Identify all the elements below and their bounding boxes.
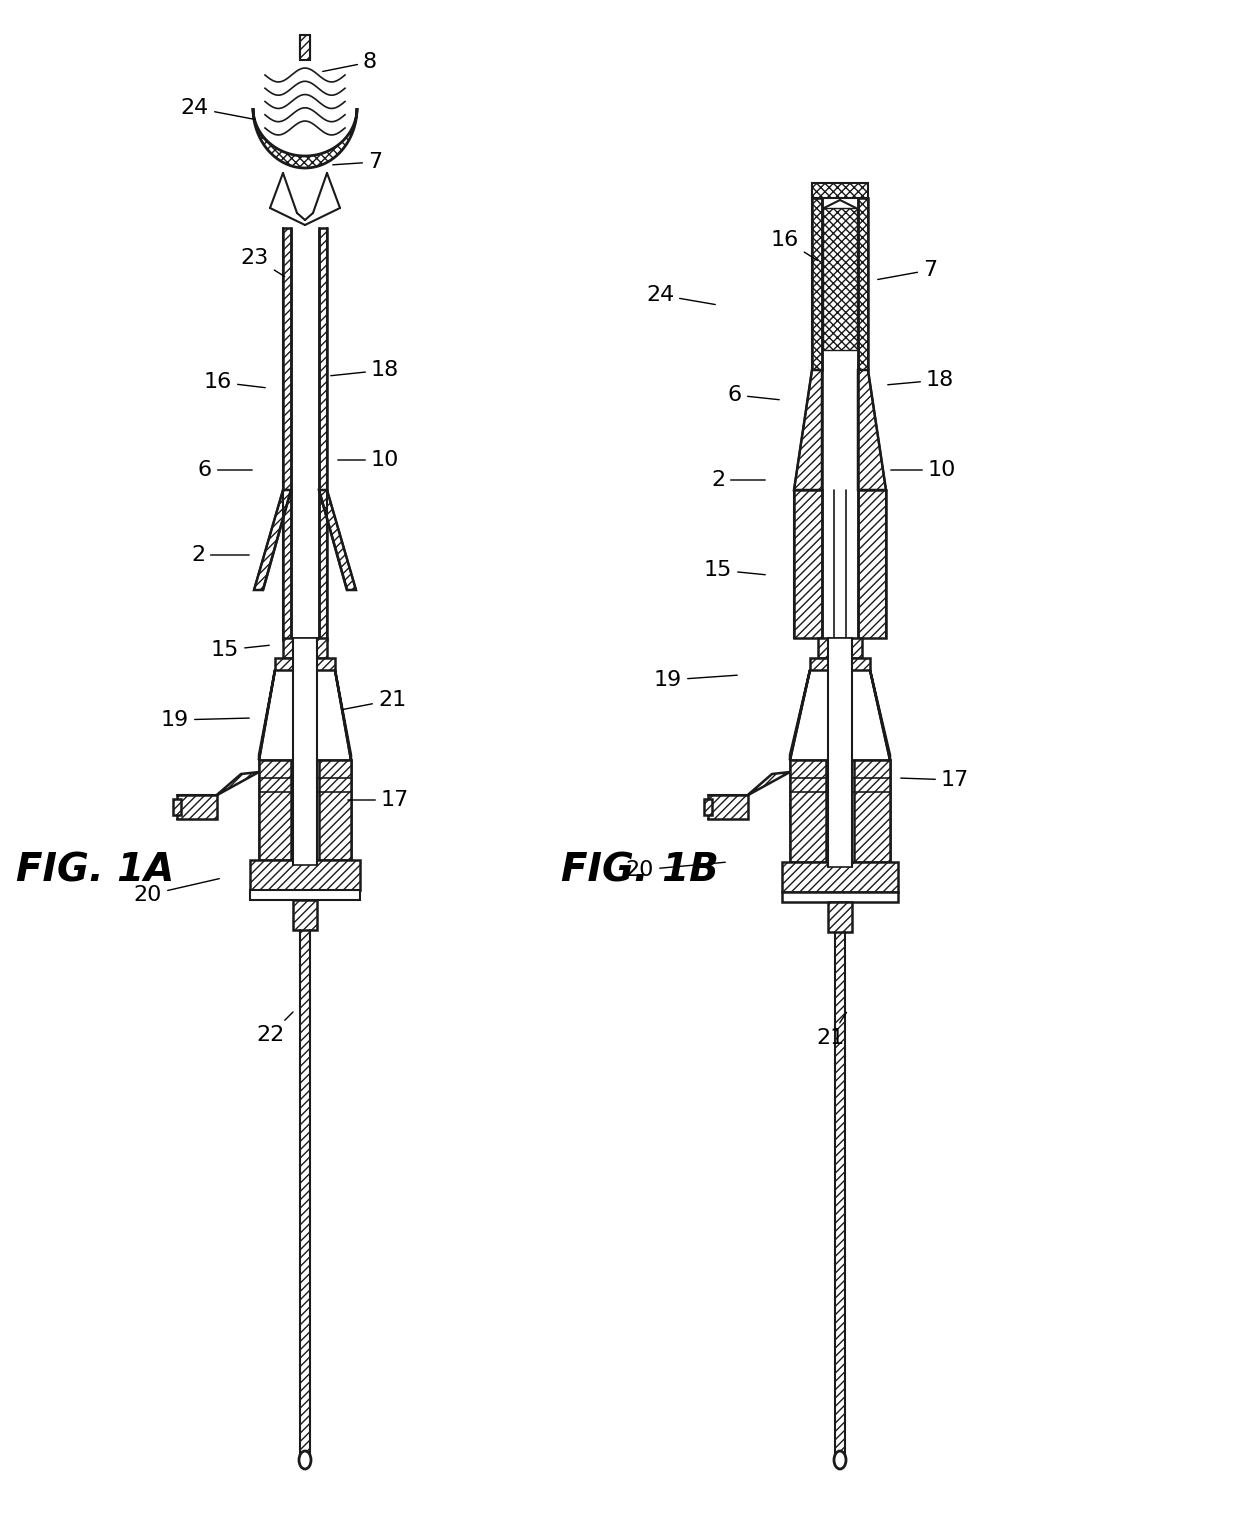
Text: 17: 17 [347, 789, 409, 811]
Text: FIG. 1B: FIG. 1B [562, 852, 719, 888]
Text: 2: 2 [191, 545, 249, 564]
Text: 7: 7 [878, 260, 937, 280]
Text: 18: 18 [888, 370, 954, 389]
Bar [250, 890, 360, 900]
Text: 8: 8 [322, 52, 377, 71]
Bar [300, 35, 310, 59]
Text: 21: 21 [342, 691, 407, 710]
Text: 21: 21 [816, 1013, 847, 1048]
Bar [174, 799, 181, 815]
Polygon shape [335, 669, 351, 760]
Bar [828, 902, 852, 932]
Polygon shape [812, 198, 822, 370]
Text: 15: 15 [211, 640, 269, 660]
Polygon shape [870, 669, 890, 760]
Bar [708, 795, 748, 818]
Text: 18: 18 [331, 360, 399, 380]
Text: 6: 6 [728, 385, 779, 405]
Polygon shape [259, 669, 275, 760]
Text: 22: 22 [255, 1011, 293, 1045]
Bar [177, 795, 217, 818]
Bar [293, 900, 317, 929]
Text: 7: 7 [332, 152, 382, 172]
Text: 10: 10 [337, 450, 399, 470]
Bar [782, 891, 898, 902]
Polygon shape [319, 490, 356, 590]
Bar [782, 862, 898, 891]
Polygon shape [283, 228, 291, 640]
Polygon shape [259, 760, 291, 859]
Text: 6: 6 [198, 459, 252, 481]
Text: 16: 16 [771, 230, 817, 260]
Bar [835, 932, 844, 1460]
Polygon shape [858, 370, 887, 490]
Bar [275, 659, 335, 669]
Polygon shape [790, 760, 826, 862]
Polygon shape [253, 108, 357, 167]
Bar [818, 637, 862, 659]
Text: 19: 19 [653, 669, 738, 691]
Text: 2: 2 [711, 470, 765, 490]
Text: 24: 24 [181, 97, 255, 120]
Text: 23: 23 [241, 248, 285, 277]
Text: 17: 17 [900, 770, 970, 789]
Polygon shape [211, 773, 259, 800]
Polygon shape [794, 370, 822, 490]
Polygon shape [319, 228, 327, 640]
Bar [823, 208, 857, 350]
Polygon shape [254, 490, 291, 590]
Bar [300, 929, 310, 1460]
Bar [810, 659, 870, 669]
Bar [704, 799, 712, 815]
Bar [812, 183, 868, 198]
Text: 20: 20 [626, 859, 725, 881]
Polygon shape [319, 760, 351, 859]
Ellipse shape [835, 1451, 846, 1469]
Text: 20: 20 [134, 879, 219, 905]
Bar [283, 637, 327, 659]
Bar [293, 637, 317, 865]
Text: 16: 16 [203, 373, 265, 392]
Polygon shape [270, 173, 340, 225]
Polygon shape [742, 773, 790, 800]
Bar [828, 637, 852, 867]
Polygon shape [854, 760, 890, 862]
Text: 15: 15 [704, 560, 765, 580]
Bar [259, 760, 351, 859]
Text: 10: 10 [890, 459, 956, 481]
Polygon shape [858, 490, 887, 637]
Polygon shape [858, 198, 868, 370]
Text: 24: 24 [646, 284, 715, 306]
Ellipse shape [299, 1451, 311, 1469]
Bar [250, 859, 360, 890]
Bar [790, 760, 890, 862]
Polygon shape [790, 669, 810, 760]
Text: FIG. 1A: FIG. 1A [16, 852, 174, 888]
Polygon shape [794, 490, 822, 637]
Text: 19: 19 [161, 710, 249, 730]
